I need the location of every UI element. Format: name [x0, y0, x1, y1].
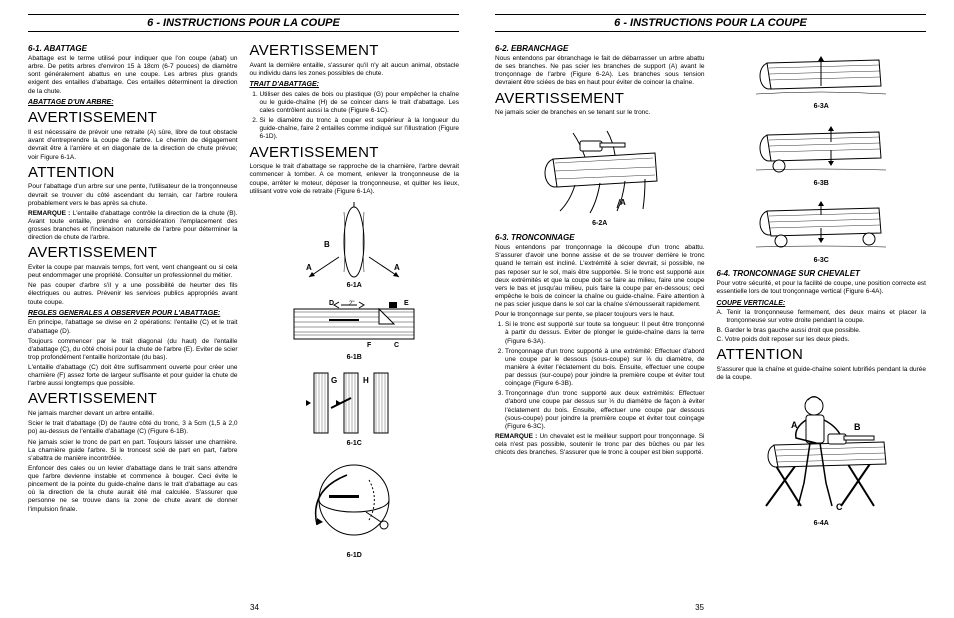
- figure-6-1d: 6-1D: [250, 455, 460, 561]
- list-item: Si le diamètre du tronc à couper est sup…: [260, 117, 460, 141]
- body-text: Abattage est le terme utilisé pour indiq…: [28, 55, 238, 96]
- body-text: REMARQUE : L'entaille d'abattage contrôl…: [28, 210, 238, 243]
- svg-text:A: A: [306, 263, 312, 272]
- list-item: Utiliser des cales de bois ou plastique …: [260, 91, 460, 115]
- body-text: Nous entendons par ébranchage le fait de…: [495, 55, 705, 88]
- body-text: En principe, l'abattage se divise en 2 o…: [28, 319, 238, 335]
- body-text: S'assurer que la chaîne et guide-chaîne …: [717, 366, 927, 382]
- section-6-4-title: 6-4. TRONCONNAGE SUR CHEVALET: [717, 269, 927, 279]
- body-text: Ne pas couper d'arbre s'il y a une possi…: [28, 282, 238, 306]
- warning-heading: AVERTISSEMENT: [28, 109, 238, 128]
- list-item: A. Tenir la tronçonneuse fermement, des …: [717, 309, 927, 325]
- section-6-3-title: 6-3. TRONCONNAGE: [495, 233, 705, 243]
- figure-label: 6-1D: [250, 552, 460, 561]
- body-text: Pour votre sécurité, et pour la facilité…: [717, 280, 927, 296]
- col-right-1: 6-2. EBRANCHAGE Nous entendons par ébran…: [495, 40, 705, 604]
- body-text: Nous entendons par tronçonnage la découp…: [495, 244, 705, 309]
- svg-text:E: E: [404, 300, 409, 307]
- figure-label: 6-4A: [717, 520, 927, 529]
- numbered-list: Utiliser des cales de bois ou plastique …: [250, 91, 460, 142]
- figure-label: 6-1B: [250, 354, 460, 363]
- figure-6-1a: B A A 6-1A: [250, 202, 460, 291]
- lettered-list: A. Tenir la tronçonneuse fermement, des …: [717, 309, 927, 344]
- body-text: Il est nécessaire de prévoir une retrait…: [28, 129, 238, 162]
- figure-label: 6-3C: [717, 257, 927, 266]
- numbered-list: Si le tronc est supporté sur toute sa lo…: [495, 321, 705, 431]
- figure-6-2a: A 6-2A: [495, 123, 705, 229]
- body-text: REMARQUE : Un chevalet est le meilleur s…: [495, 433, 705, 457]
- list-item: Tronçonnage d'un tronc supporté aux deux…: [505, 390, 705, 431]
- body-text: Avant la dernière entaille, s'assurer qu…: [250, 62, 460, 78]
- body-text: Scier le trait d'abattage (D) de l'autre…: [28, 420, 238, 436]
- body-text: Pour l'abattage d'un arbre sur une pente…: [28, 183, 238, 207]
- warning-heading: AVERTISSEMENT: [250, 144, 460, 163]
- page-header: 6 - INSTRUCTIONS POUR LA COUPE: [28, 14, 459, 32]
- remark-label: REMARQUE :: [28, 210, 70, 217]
- svg-text:G: G: [331, 376, 337, 385]
- figure-6-3c: 6-3C: [717, 195, 927, 266]
- svg-text:B: B: [324, 240, 330, 249]
- body-text: Eviter la coupe par mauvais temps, fort …: [28, 264, 238, 280]
- section-6-1-title: 6-1. ABATTAGE: [28, 44, 238, 54]
- body-text: Pour le tronçonnage sur pente, se placer…: [495, 311, 705, 319]
- page-number: 34: [250, 603, 259, 612]
- page-columns: 6-1. ABATTAGE Abattage est le terme util…: [28, 40, 459, 604]
- list-item: Si le tronc est supporté sur toute sa lo…: [505, 321, 705, 345]
- svg-text:A: A: [620, 198, 626, 207]
- page-number: 35: [695, 603, 704, 612]
- body-text: Toujours commencer par le trait diagonal…: [28, 338, 238, 362]
- svg-text:F: F: [367, 342, 372, 349]
- body-text: Ne jamais marcher devant un arbre entail…: [28, 410, 238, 418]
- body-text: Ne jamais scier de branches en se tenant…: [495, 109, 705, 117]
- figure-6-3b: 6-3B: [717, 118, 927, 189]
- section-6-2-title: 6-2. EBRANCHAGE: [495, 44, 705, 54]
- warning-heading: AVERTISSEMENT: [250, 42, 460, 61]
- attention-heading: ATTENTION: [28, 164, 238, 183]
- col-left-2: AVERTISSEMENT Avant la dernière entaille…: [250, 40, 460, 604]
- figure-6-1c: G H 6-1C: [250, 368, 460, 449]
- col-right-2: 6-3A 6-3B: [717, 40, 927, 604]
- body-text: L'entaille d'abattage (C) doit être suff…: [28, 364, 238, 388]
- sub-heading: REGLES GENERALES A OBSERVER POUR L'ABATT…: [28, 310, 238, 319]
- svg-text:A: A: [791, 420, 798, 430]
- remark-label: REMARQUE :: [495, 433, 537, 440]
- warning-heading: AVERTISSEMENT: [495, 90, 705, 109]
- svg-text:C: C: [394, 342, 399, 349]
- sub-heading: COUPE VERTICALE:: [717, 300, 927, 309]
- figure-label: 6-3A: [717, 103, 927, 112]
- body-text: Ne jamais scier le tronc de part en part…: [28, 439, 238, 463]
- page-35: 6 - INSTRUCTIONS POUR LA COUPE 6-2. EBRA…: [495, 14, 926, 604]
- figure-6-1b: D F C E 2" 6-1B: [250, 297, 460, 363]
- svg-text:C: C: [836, 502, 843, 512]
- sub-heading: TRAIT D'ABATTAGE:: [250, 81, 460, 90]
- svg-text:2": 2": [349, 301, 354, 307]
- list-item: Tronçonnage d'un tronc supporté à une ex…: [505, 348, 705, 389]
- figure-6-4a: A B C 6-4A: [717, 388, 927, 529]
- body-text: Enfoncer des cales ou un levier d'abatta…: [28, 465, 238, 514]
- figure-label: 6-2A: [495, 220, 705, 229]
- figure-label: 6-3B: [717, 180, 927, 189]
- attention-heading: ATTENTION: [717, 346, 927, 365]
- list-item: C. Votre poids doit reposer sur les deux…: [717, 336, 927, 344]
- svg-text:H: H: [363, 376, 369, 385]
- page-header: 6 - INSTRUCTIONS POUR LA COUPE: [495, 14, 926, 32]
- page-34: 6 - INSTRUCTIONS POUR LA COUPE 6-1. ABAT…: [28, 14, 459, 604]
- page-columns: 6-2. EBRANCHAGE Nous entendons par ébran…: [495, 40, 926, 604]
- col-left-1: 6-1. ABATTAGE Abattage est le terme util…: [28, 40, 238, 604]
- warning-heading: AVERTISSEMENT: [28, 390, 238, 409]
- svg-text:B: B: [854, 422, 861, 432]
- sub-heading: ABATTAGE D'UN ARBRE:: [28, 99, 238, 108]
- svg-text:A: A: [394, 263, 400, 272]
- svg-text:D: D: [329, 300, 334, 307]
- body-text: Lorsque le trait d'abattage se rapproche…: [250, 163, 460, 196]
- figure-6-3a: 6-3A: [717, 46, 927, 112]
- list-item: B. Garder le bras gauche aussi droit que…: [717, 327, 927, 335]
- figure-label: 6-1A: [250, 282, 460, 291]
- figure-label: 6-1C: [250, 440, 460, 449]
- warning-heading: AVERTISSEMENT: [28, 244, 238, 263]
